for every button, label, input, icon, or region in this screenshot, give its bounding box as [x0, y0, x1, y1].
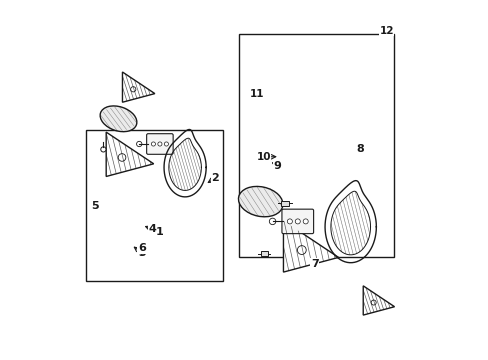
Text: 6: 6: [138, 243, 145, 253]
Bar: [280, 201, 288, 206]
Circle shape: [269, 218, 275, 225]
Text: 8: 8: [356, 144, 364, 154]
Circle shape: [303, 219, 307, 224]
Circle shape: [295, 219, 300, 224]
Text: 10: 10: [256, 152, 270, 162]
Polygon shape: [363, 286, 394, 315]
Bar: [261, 251, 267, 256]
Circle shape: [370, 300, 375, 305]
Circle shape: [164, 142, 168, 146]
FancyBboxPatch shape: [282, 209, 313, 234]
Text: 2: 2: [211, 173, 219, 183]
Text: 4: 4: [148, 224, 156, 234]
Circle shape: [151, 142, 155, 146]
Text: 5: 5: [91, 201, 99, 211]
Ellipse shape: [100, 106, 137, 132]
Bar: [239, 34, 393, 257]
Circle shape: [136, 141, 142, 147]
Text: 3: 3: [138, 248, 146, 258]
Text: 1: 1: [156, 227, 163, 237]
FancyBboxPatch shape: [146, 134, 173, 154]
Polygon shape: [106, 132, 153, 176]
Circle shape: [287, 219, 292, 224]
Polygon shape: [122, 72, 155, 102]
Text: 9: 9: [273, 161, 281, 171]
Polygon shape: [283, 221, 338, 272]
Text: 11: 11: [249, 89, 264, 99]
Text: 7: 7: [310, 258, 318, 269]
Circle shape: [130, 87, 136, 92]
Text: 12: 12: [379, 26, 393, 36]
Ellipse shape: [238, 186, 283, 217]
Circle shape: [101, 147, 106, 152]
Circle shape: [158, 142, 162, 146]
Bar: [86, 130, 223, 281]
Circle shape: [297, 246, 305, 255]
Circle shape: [118, 154, 125, 161]
